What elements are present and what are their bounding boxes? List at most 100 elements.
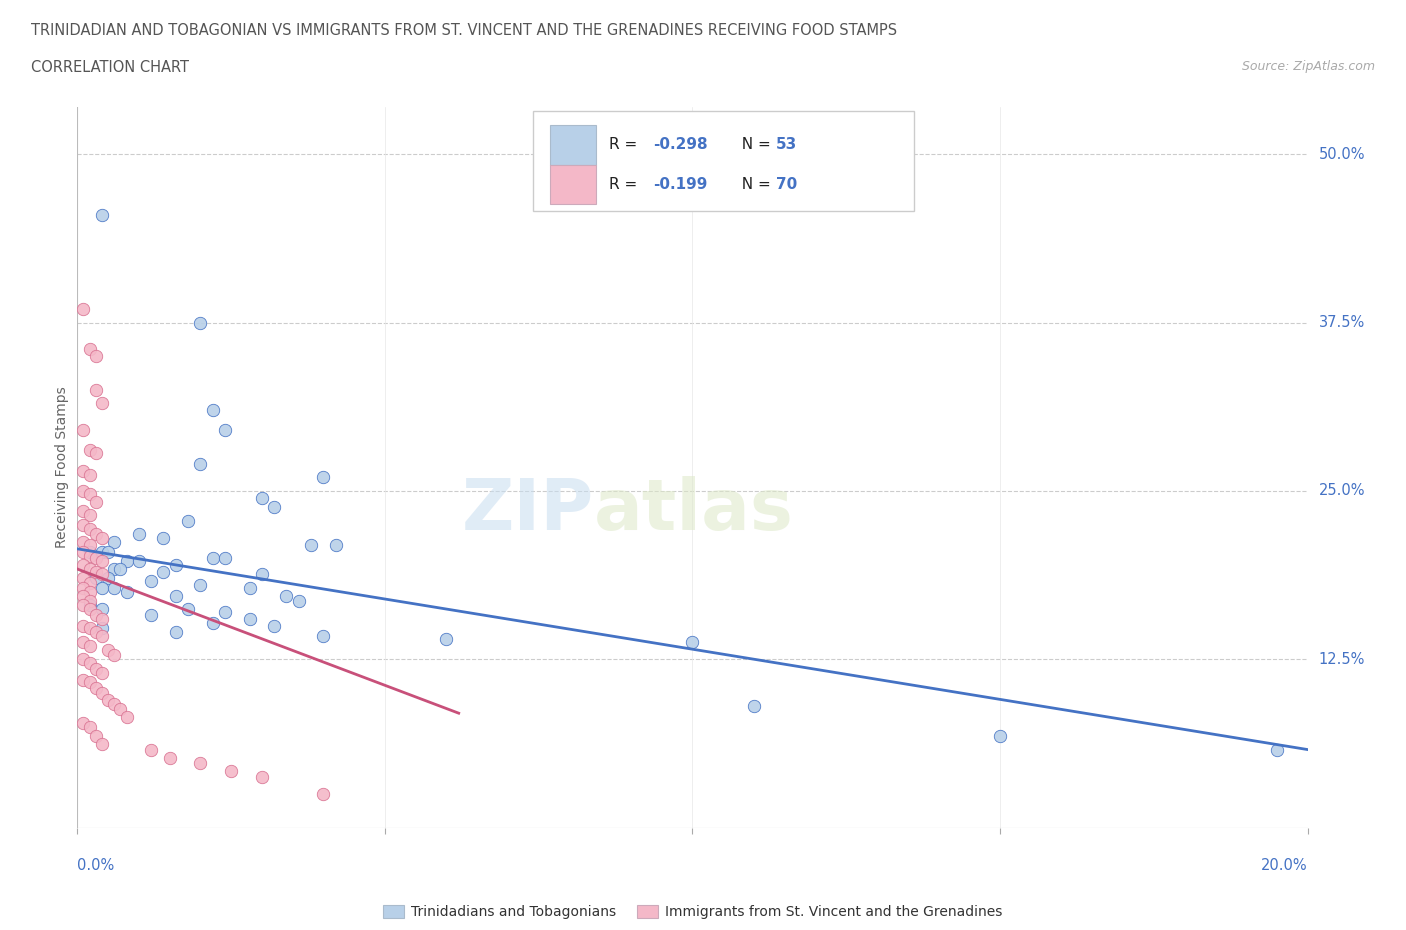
Text: N =: N =: [733, 137, 776, 152]
Point: [79, 486, 101, 501]
Text: R =: R =: [609, 137, 643, 152]
Point: [72, 571, 94, 586]
Legend: Trinidadians and Tobagonians, Immigrants from St. Vincent and the Grenadines: Trinidadians and Tobagonians, Immigrants…: [377, 899, 1008, 924]
Point: [312, 787, 335, 802]
Text: 53: 53: [776, 137, 797, 152]
Point: [742, 699, 765, 714]
Point: [72, 598, 94, 613]
Point: [79, 548, 101, 563]
Point: [72, 423, 94, 438]
Point: [141, 742, 163, 757]
Point: [72, 589, 94, 604]
Point: [201, 616, 224, 631]
Point: [72, 672, 94, 687]
Point: [103, 562, 125, 577]
Point: [79, 575, 101, 590]
Point: [90, 685, 114, 700]
Point: [90, 396, 114, 411]
Point: [165, 589, 187, 604]
Text: -0.199: -0.199: [654, 178, 707, 193]
Point: [84, 571, 107, 586]
Point: [219, 764, 242, 778]
Point: [188, 457, 212, 472]
Point: [299, 538, 322, 552]
Point: [165, 625, 187, 640]
Point: [263, 499, 285, 514]
Point: [79, 584, 101, 599]
Point: [214, 604, 236, 619]
Point: [988, 728, 1011, 743]
Text: CORRELATION CHART: CORRELATION CHART: [31, 60, 188, 75]
Point: [79, 342, 101, 357]
Point: [72, 463, 94, 478]
Text: 12.5%: 12.5%: [1319, 652, 1365, 667]
Point: [250, 769, 273, 784]
Point: [84, 526, 107, 541]
Point: [79, 467, 101, 482]
Point: [84, 565, 107, 579]
Point: [682, 634, 704, 649]
Text: 0.0%: 0.0%: [77, 858, 114, 873]
Point: [79, 544, 101, 559]
Point: [72, 715, 94, 730]
Point: [165, 558, 187, 573]
Point: [188, 755, 212, 770]
Point: [141, 574, 163, 589]
Point: [79, 538, 101, 552]
Point: [90, 621, 114, 636]
Point: [72, 517, 94, 532]
Point: [201, 403, 224, 418]
Point: [90, 611, 114, 626]
Point: [263, 618, 285, 633]
Point: [128, 553, 150, 568]
Point: [103, 535, 125, 550]
Point: [1265, 742, 1288, 757]
Point: [110, 562, 132, 577]
Point: [90, 531, 114, 546]
Bar: [550, 125, 596, 165]
Point: [97, 544, 120, 559]
Point: [90, 602, 114, 617]
Point: [79, 594, 101, 609]
Point: [239, 611, 262, 626]
Point: [72, 580, 94, 595]
Text: ZIP: ZIP: [461, 476, 595, 545]
Point: [79, 675, 101, 690]
Point: [115, 584, 138, 599]
Point: [72, 484, 94, 498]
Point: [90, 567, 114, 582]
Point: [159, 751, 181, 765]
Point: [79, 602, 101, 617]
Text: TRINIDADIAN AND TOBAGONIAN VS IMMIGRANTS FROM ST. VINCENT AND THE GRENADINES REC: TRINIDADIAN AND TOBAGONIAN VS IMMIGRANTS…: [31, 23, 897, 38]
Text: 20.0%: 20.0%: [1261, 858, 1308, 873]
Point: [84, 349, 107, 364]
Point: [72, 535, 94, 550]
Point: [250, 490, 273, 505]
Text: R =: R =: [609, 178, 643, 193]
Point: [214, 423, 236, 438]
Point: [188, 578, 212, 592]
Point: [79, 656, 101, 671]
Point: [79, 638, 101, 653]
Point: [84, 382, 107, 397]
Bar: [550, 165, 596, 205]
Point: [90, 207, 114, 222]
Text: 70: 70: [776, 178, 797, 193]
Point: [214, 551, 236, 565]
Point: [72, 618, 94, 633]
Point: [72, 544, 94, 559]
Point: [276, 589, 298, 604]
Point: [90, 580, 114, 595]
Point: [188, 315, 212, 330]
Point: [90, 665, 114, 680]
Bar: [533, 111, 914, 211]
Point: [152, 531, 174, 546]
Point: [90, 737, 114, 751]
Point: [115, 710, 138, 724]
Point: [79, 719, 101, 734]
Text: atlas: atlas: [595, 476, 794, 545]
Text: Source: ZipAtlas.com: Source: ZipAtlas.com: [1241, 60, 1375, 73]
Point: [84, 728, 107, 743]
Text: -0.298: -0.298: [654, 137, 707, 152]
Point: [84, 625, 107, 640]
